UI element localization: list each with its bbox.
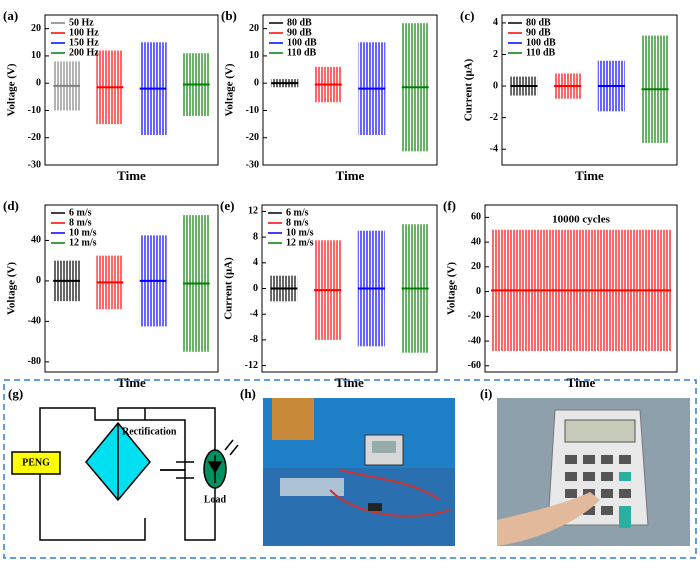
plot-frame: [44, 204, 219, 373]
y-tick-label: 2: [493, 49, 498, 60]
y-tick-label: -40: [468, 335, 481, 346]
y-axis-label: Voltage (V): [224, 63, 236, 116]
source-label: PENG: [22, 457, 50, 468]
y-tick-label: -30: [246, 159, 259, 170]
panel-label: (d): [3, 198, 19, 213]
photo-h: (h): [240, 386, 455, 546]
y-axis-label: Current (μA): [223, 257, 235, 320]
x-axis-label: Time: [336, 168, 365, 183]
y-axis-label: Voltage (V): [6, 262, 18, 315]
y-tick-label: -30: [28, 159, 41, 170]
photo-i: (i): [480, 386, 690, 546]
legend-label: 90 dB: [287, 27, 312, 38]
y-tick-label: -20: [468, 311, 481, 322]
y-tick-label: 4: [493, 17, 498, 28]
legend-label: 100 dB: [526, 37, 556, 48]
y-tick-label: 10: [31, 50, 41, 61]
y-tick-label: 10: [249, 50, 259, 61]
legend-label: 6 m/s: [69, 207, 92, 218]
panel-label: (b): [221, 8, 237, 23]
y-tick-label: 40: [31, 235, 41, 246]
panel-label: (f): [443, 198, 456, 213]
legend-label: 6 m/s: [286, 207, 309, 218]
legend-label: 12 m/s: [69, 237, 97, 248]
panel-label: (h): [240, 386, 256, 401]
legend-label: 10 m/s: [286, 227, 314, 238]
y-tick-label: -80: [28, 356, 41, 367]
y-tick-label: 0: [36, 275, 41, 286]
y-tick-label: 20: [471, 261, 481, 272]
y-axis-label: Voltage (V): [6, 63, 18, 116]
y-tick-label: 60: [471, 212, 481, 223]
x-axis-label: Time: [335, 375, 364, 390]
y-tick-label: 20: [249, 23, 259, 34]
legend-label: 10 m/s: [69, 227, 97, 238]
legend-label: 200 Hz: [69, 47, 99, 58]
y-tick-label: -10: [246, 105, 259, 116]
y-tick-label: 20: [31, 23, 41, 34]
y-tick-label: 8: [253, 231, 258, 242]
legend-label: 8 m/s: [69, 217, 92, 228]
y-tick-label: 0: [254, 77, 259, 88]
legend-label: 110 dB: [526, 47, 556, 58]
y-tick-label: -4: [250, 308, 258, 319]
bridge-label: Rectification: [122, 426, 177, 437]
legend-label: 100 Hz: [69, 27, 99, 38]
load-label: Load: [204, 494, 227, 505]
y-tick-label: -20: [246, 132, 259, 143]
dashed-frame: [3, 379, 697, 559]
y-tick-label: 12: [248, 206, 258, 217]
legend-label: 12 m/s: [286, 237, 314, 248]
legend-label: 150 Hz: [69, 37, 99, 48]
panel-label: (a): [3, 8, 18, 23]
x-axis-label: Time: [117, 375, 146, 390]
legend-label: 110 dB: [287, 47, 317, 58]
legend-label: 80 dB: [526, 17, 551, 28]
plot-frame: [262, 14, 438, 166]
panel-label: (i): [480, 386, 492, 401]
plot-frame: [501, 14, 678, 166]
legend-label: 8 m/s: [286, 217, 309, 228]
panel-label: (c): [460, 8, 474, 23]
y-tick-label: -2: [490, 112, 498, 123]
panel-label: (e): [220, 198, 234, 213]
x-axis-label: Time: [575, 168, 604, 183]
legend-label: 90 dB: [526, 27, 551, 38]
y-tick-label: 40: [471, 236, 481, 247]
x-axis-label: Time: [117, 168, 146, 183]
circuit: (g) PENG Rectification Load: [8, 386, 239, 541]
annotation: 10000 cycles: [552, 214, 610, 226]
y-tick-label: -40: [28, 316, 41, 327]
y-tick-label: 4: [253, 257, 258, 268]
x-axis-label: Time: [567, 375, 596, 390]
y-tick-label: -20: [28, 132, 41, 143]
legend-label: 80 dB: [287, 17, 312, 28]
y-axis-label: Current (μA): [463, 58, 475, 121]
plot-frame: [44, 14, 219, 166]
y-tick-label: 0: [36, 77, 41, 88]
legend-label: 50 Hz: [69, 17, 94, 28]
panel-label: (g): [8, 386, 23, 401]
plot-frame: [484, 204, 678, 373]
y-tick-label: -12: [245, 360, 258, 371]
y-tick-label: -10: [28, 105, 41, 116]
legend-label: 100 dB: [287, 37, 317, 48]
y-axis-label: Voltage (V): [446, 262, 458, 315]
y-tick-label: 0: [476, 286, 481, 297]
y-tick-label: -4: [490, 144, 498, 155]
y-tick-label: -60: [468, 360, 481, 371]
y-tick-label: 0: [493, 80, 498, 91]
y-tick-label: 0: [253, 283, 258, 294]
y-tick-label: -8: [250, 334, 258, 345]
